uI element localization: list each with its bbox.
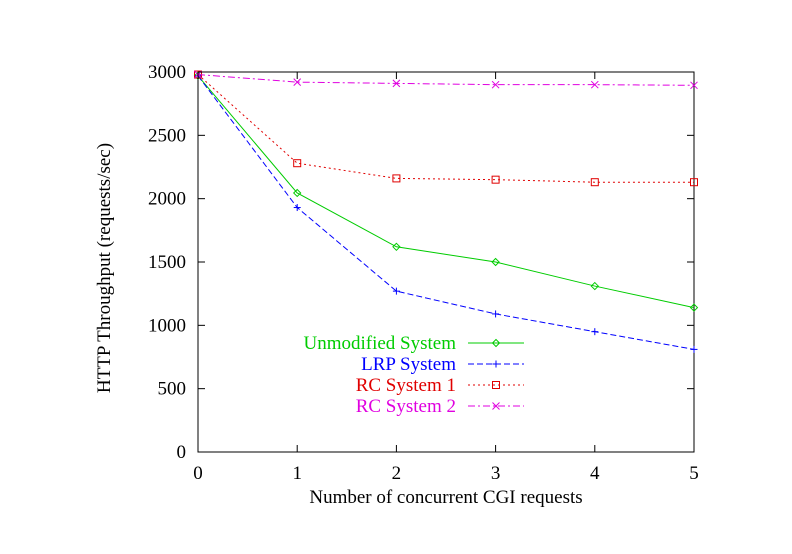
data-point — [492, 310, 500, 318]
series-lrp-system — [194, 72, 698, 353]
data-point — [392, 242, 401, 252]
series-line — [197, 75, 695, 309]
y-tick-label: 2000 — [148, 189, 186, 210]
y-tick-label: 0 — [177, 442, 187, 463]
series-layer — [193, 70, 699, 353]
legend-label: RC System 1 — [356, 375, 456, 396]
legend-label: LRP System — [361, 354, 456, 375]
x-tick-label: 0 — [193, 463, 203, 484]
series-line — [197, 74, 694, 183]
legend-label: Unmodified System — [303, 333, 456, 354]
data-point — [491, 175, 500, 184]
data-point — [491, 338, 501, 348]
legend-entry: Unmodified System — [303, 333, 524, 354]
data-point — [292, 188, 302, 198]
data-point — [590, 178, 599, 187]
legend-label: RC System 2 — [356, 396, 456, 417]
data-point — [690, 345, 698, 353]
data-point — [492, 402, 500, 410]
data-point — [392, 174, 401, 183]
tick-layer: 0 1 2 3 4 5 0 500 1000 1500 2000 2500 3000 — [148, 62, 699, 484]
data-point — [492, 360, 500, 368]
data-point — [392, 79, 401, 88]
x-tick-label: 2 — [392, 463, 402, 484]
data-point — [293, 78, 302, 86]
y-tick-label: 2500 — [148, 125, 186, 146]
data-point — [690, 178, 698, 187]
y-tick-label: 3000 — [148, 62, 186, 83]
data-point — [491, 80, 500, 89]
legend-entry: RC System 1 — [356, 375, 524, 396]
data-point — [491, 257, 500, 267]
series-line — [197, 75, 695, 350]
y-tick-label: 1500 — [148, 252, 186, 273]
series-unmodified-system — [193, 71, 699, 312]
series-rc-system-2 — [194, 70, 698, 90]
x-tick-label: 1 — [292, 463, 302, 484]
y-axis-label: HTTP Throughput (requests/sec) — [94, 143, 115, 393]
data-point — [690, 81, 698, 90]
data-point — [392, 287, 400, 295]
data-point — [689, 303, 699, 312]
data-point — [293, 204, 301, 212]
x-tick-label: 3 — [491, 463, 501, 484]
data-point — [492, 381, 500, 389]
y-tick-label: 1000 — [148, 315, 186, 336]
series-line — [197, 74, 695, 86]
legend-entry: LRP System — [361, 354, 524, 375]
series-rc-system-1 — [194, 70, 698, 187]
legend-entry: RC System 2 — [356, 396, 524, 417]
x-axis-label: Number of concurrent CGI requests — [309, 487, 582, 508]
data-point — [590, 281, 600, 291]
y-tick-label: 500 — [158, 379, 187, 400]
x-tick-label: 4 — [590, 463, 600, 484]
data-point — [591, 328, 599, 336]
x-tick-label: 5 — [689, 463, 699, 484]
data-point — [293, 159, 302, 168]
data-point — [590, 80, 599, 89]
